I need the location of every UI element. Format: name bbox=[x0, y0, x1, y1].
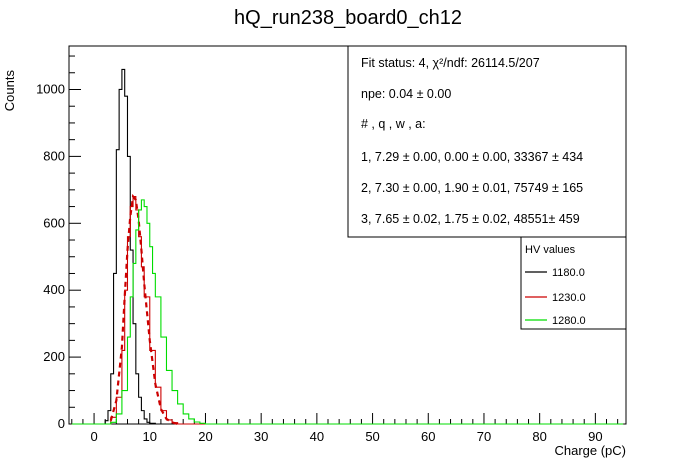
legend-title: HV values bbox=[525, 244, 576, 256]
stats-line: # , q , w , a: bbox=[361, 117, 426, 131]
x-tick-label: 50 bbox=[365, 429, 379, 444]
series-group bbox=[71, 68, 624, 426]
x-tick-label: 40 bbox=[310, 429, 324, 444]
fit-stats-box: Fit status: 4, χ²/ndf: 26114.5/207 npe: 0… bbox=[347, 45, 627, 238]
legend-entry-label: 1280.0 bbox=[552, 315, 586, 327]
y-axis-label: Counts bbox=[2, 70, 17, 112]
y-tick-label: 0 bbox=[58, 416, 65, 431]
x-axis-label: Charge (pC) bbox=[554, 443, 626, 458]
legend-frame bbox=[520, 236, 627, 330]
stats-box-frame bbox=[347, 45, 627, 238]
y-tick-label: 200 bbox=[43, 349, 65, 364]
y-tick-label: 1000 bbox=[36, 81, 65, 96]
stats-line: 3, 7.65 ± 0.02, 1.75 ± 0.02, 48551± 459 bbox=[361, 212, 580, 226]
x-tick-label: 10 bbox=[143, 429, 157, 444]
stats-line: npe: 0.04 ± 0.00 bbox=[361, 87, 451, 101]
y-tick-label: 600 bbox=[43, 215, 65, 230]
x-tick-label: 60 bbox=[421, 429, 435, 444]
y-axis: 0 200 400 600 800 1000 bbox=[36, 55, 81, 431]
stats-line: 2, 7.30 ± 0.00, 1.90 ± 0.01, 75749 ± 165 bbox=[361, 181, 583, 195]
chart-title: hQ_run238_board0_ch12 bbox=[234, 7, 462, 29]
x-tick-label: 80 bbox=[532, 429, 546, 444]
y-tick-label: 800 bbox=[43, 148, 65, 163]
legend: HV values 1180.0 1230.0 1280.0 bbox=[520, 236, 627, 330]
x-tick-label: 70 bbox=[477, 429, 491, 444]
series-line-2 bbox=[109, 193, 178, 426]
legend-entry-label: 1230.0 bbox=[552, 292, 586, 304]
legend-entry-label: 1180.0 bbox=[552, 267, 585, 279]
series-line-0 bbox=[71, 68, 624, 425]
x-tick-label: 20 bbox=[198, 429, 212, 444]
x-tick-label: 0 bbox=[90, 429, 97, 444]
y-tick-label: 400 bbox=[43, 282, 65, 297]
x-axis: 0 10 20 30 40 50 60 70 80 90 bbox=[71, 413, 619, 444]
stats-line: Fit status: 4, χ²/ndf: 26114.5/207 bbox=[361, 56, 540, 70]
stats-line: 1, 7.29 ± 0.00, 0.00 ± 0.00, 33367 ± 434 bbox=[361, 150, 583, 164]
x-tick-label: 30 bbox=[254, 429, 268, 444]
series-line-3 bbox=[71, 199, 624, 425]
x-tick-label: 90 bbox=[588, 429, 602, 444]
